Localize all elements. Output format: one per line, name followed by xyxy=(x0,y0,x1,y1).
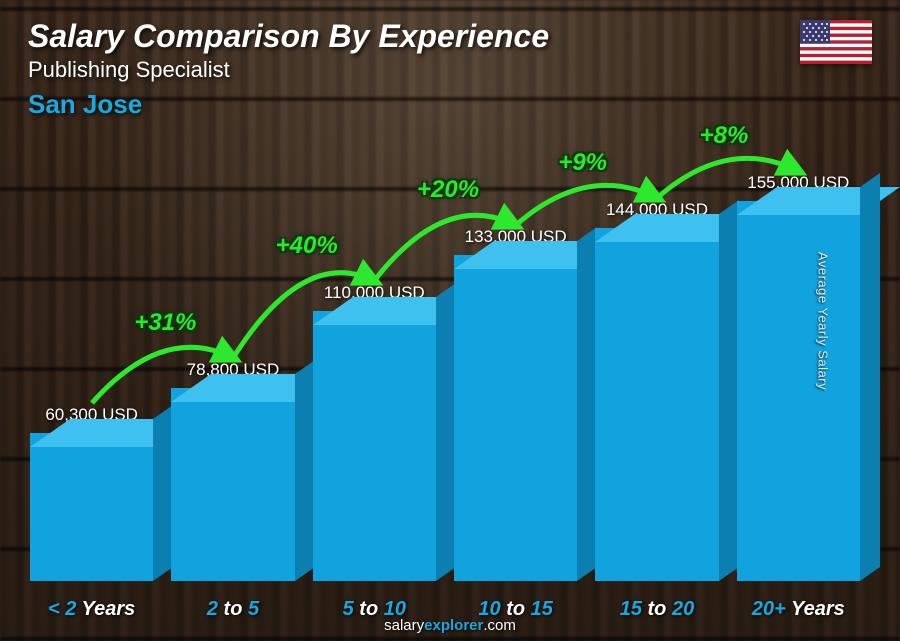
bar: 155,000 USD xyxy=(737,173,860,581)
bar-shape xyxy=(454,255,577,581)
footer-suffix: .com xyxy=(483,617,516,634)
bar: 78,800 USD xyxy=(171,360,294,581)
y-axis-label: Average Yearly Salary xyxy=(815,251,830,389)
flag-icon xyxy=(800,20,872,64)
footer-brand: salaryexplorer.com xyxy=(384,617,516,634)
footer-accent: explorer xyxy=(424,617,483,634)
bar: 110,000 USD xyxy=(313,283,436,581)
bar-shape xyxy=(595,228,718,581)
chart-title: Salary Comparison By Experience xyxy=(28,18,549,55)
footer: salaryexplorer.com xyxy=(0,617,900,635)
bar-shape xyxy=(313,311,436,581)
header: Salary Comparison By Experience Publishi… xyxy=(28,18,549,120)
bar-shape xyxy=(737,201,860,581)
chart-subtitle: Publishing Specialist xyxy=(28,57,549,83)
bar: 133,000 USD xyxy=(454,227,577,581)
chart-location: San Jose xyxy=(28,89,549,120)
bar-shape xyxy=(171,388,294,581)
bar: 60,300 USD xyxy=(30,405,153,581)
bar-chart: 60,300 USD78,800 USD110,000 USD133,000 U… xyxy=(30,101,860,581)
footer-prefix: salary xyxy=(384,617,424,634)
bar-shape xyxy=(30,433,153,581)
bar: 144,000 USD xyxy=(595,200,718,581)
